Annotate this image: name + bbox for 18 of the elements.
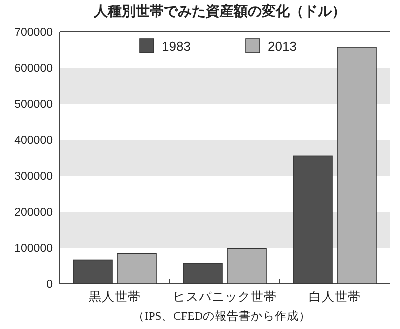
bar: [117, 253, 157, 284]
y-tick-label: 0: [46, 279, 53, 291]
y-tick-label: 500000: [14, 99, 53, 111]
y-tick-label: 400000: [14, 135, 53, 147]
legend-label: 2013: [268, 39, 297, 54]
legend-label: 1983: [162, 39, 191, 54]
y-tick-label: 300000: [14, 171, 53, 183]
x-tick-label: 黒人世帯: [89, 290, 141, 304]
chart-title: 人種別世帯でみた資産額の変化（ドル）: [93, 3, 346, 19]
bar: [227, 248, 267, 284]
x-tick-label: 白人世帯: [309, 290, 361, 304]
x-tick-label: ヒスパニック世帯: [173, 290, 277, 304]
y-tick-label: 600000: [14, 63, 53, 75]
text: （IPS、CFEDの報告書から作成）: [132, 310, 312, 323]
y-tick-label: 200000: [14, 207, 53, 219]
bar: [337, 47, 377, 284]
y-tick-label: 700000: [14, 27, 53, 39]
y-tick-label: 100000: [14, 243, 53, 255]
